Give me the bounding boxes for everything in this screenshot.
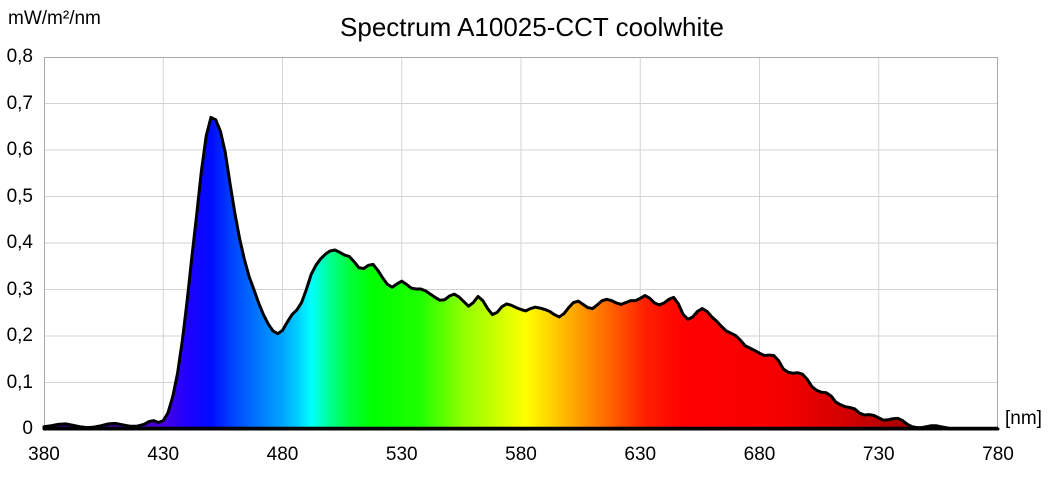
spectrum-area (42, 115, 1000, 431)
x-tick-label: 530 (385, 444, 418, 465)
x-tick-label: 630 (624, 444, 657, 465)
x-tick-label: 430 (147, 444, 180, 465)
y-tick-label: 0,5 (6, 185, 33, 207)
x-tick-label: 730 (862, 444, 895, 465)
x-tick-label: 380 (28, 444, 60, 465)
y-axis-unit-label: mW/m²/nm (8, 8, 101, 29)
x-tick-label: 480 (266, 444, 299, 465)
y-tick-label: 0 (22, 418, 33, 439)
x-tick-label: 580 (505, 444, 537, 465)
x-tick-label: 780 (982, 444, 1014, 465)
y-tick-label: 0,6 (6, 139, 33, 160)
y-tick-label: 0,7 (6, 92, 33, 114)
y-tick-label: 0,8 (6, 46, 33, 67)
y-tick-label: 0,4 (6, 232, 33, 253)
y-tick-label: 0,3 (6, 278, 33, 300)
x-axis-unit-label: [nm] (1005, 408, 1042, 429)
plot-area (42, 57, 1000, 431)
y-tick-label: 0,1 (6, 371, 33, 393)
chart-title: Spectrum A10025-CCT coolwhite (340, 12, 724, 42)
y-tick-label: 0,2 (6, 325, 33, 346)
x-tick-label: 680 (743, 444, 776, 465)
